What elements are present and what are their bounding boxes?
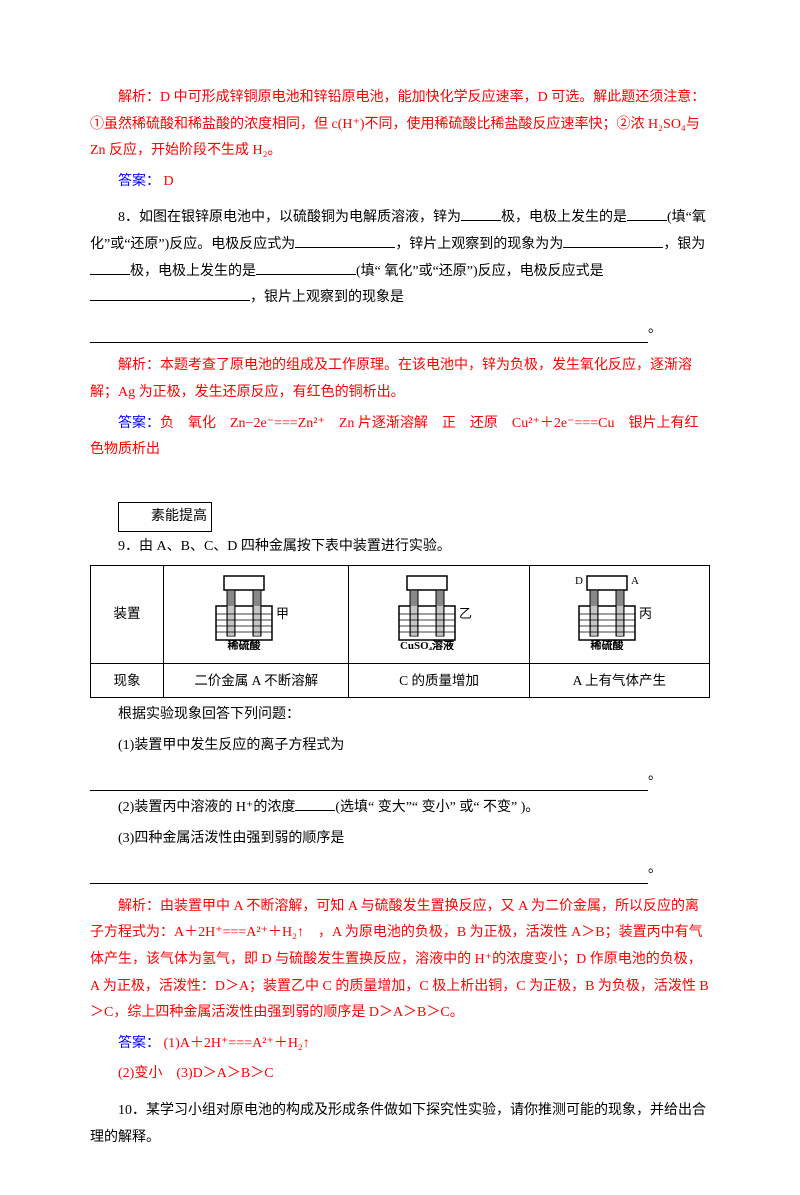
svg-text:稀硫酸: 稀硫酸 — [591, 638, 625, 650]
q8-number: 8． — [118, 210, 139, 225]
q9-number: 9． — [118, 539, 139, 554]
blank — [90, 286, 250, 301]
answer-value: 负 氧化 Zn−2e⁻===Zn²⁺ Zn 片逐渐溶解 正 还原 Cu²⁺＋2e… — [90, 416, 698, 458]
electrochem-device-icon: B C 乙 CuSO₄溶液 — [379, 570, 499, 650]
experiment-table: 装置 A B 甲 — [90, 565, 710, 698]
blank — [295, 796, 335, 811]
blank — [563, 233, 663, 248]
phenomenon-3: A 上有气体产生 — [529, 663, 709, 698]
q7-analysis: 解析：D 中可形成锌铜原电池和锌铅原电池，能加快化学反应速率，D 可选。解此题还… — [90, 85, 710, 165]
answer-value: (1)A＋2H⁺===A²⁺＋H₂↑ — [160, 1036, 310, 1051]
blank — [90, 260, 130, 275]
q8-blank-line: 。 — [90, 316, 710, 344]
q8-text: ，银片上观察到的现象是 — [250, 290, 404, 305]
svg-text:稀硫酸: 稀硫酸 — [228, 638, 262, 650]
q9-sub1: (1)装置甲中发生反应的离子方程式为 — [90, 733, 710, 760]
q9-stem: 9．由 A、B、C、D 四种金属按下表中装置进行实验。 — [90, 534, 710, 561]
q8-text: ，锌片上观察到的现象为 — [395, 237, 549, 252]
svg-text:D: D — [575, 575, 583, 587]
svg-text:A: A — [631, 575, 639, 587]
phenomenon-2: C 的质量增加 — [349, 663, 529, 698]
device-cell-1: A B 甲 稀硫酸 — [164, 565, 349, 663]
q9-blank-line: 。 — [90, 856, 710, 884]
q8-text: 极，电极上发生的是 — [130, 264, 256, 279]
svg-text:丙: 丙 — [639, 606, 652, 621]
q9-analysis: 解析：由装置甲中 A 不断溶解，可知 A 与硫酸发生置换反应，又 A 为二价金属… — [90, 894, 710, 1027]
q9-blank-line: 。 — [90, 763, 710, 791]
blank — [461, 206, 501, 221]
answer-label: 答案： — [118, 416, 160, 431]
q7-answer: 答案： D — [90, 169, 710, 196]
q9-sub2-text: (选填“ 变大”“ 变小” 或“ 不变” )。 — [335, 800, 539, 815]
answer-label: 答案： — [118, 174, 160, 189]
q8-stem: 8．如图在银锌原电池中，以硫酸铜为电解质溶液，锌为极，电极上发生的是(填“氧化”… — [90, 205, 710, 311]
q9-sub2-text: (2)装置丙中溶液的 H⁺的浓度 — [118, 800, 295, 815]
answer-label: 答案： — [118, 1036, 160, 1051]
q10-number: 10． — [118, 1103, 146, 1118]
q8-text: (填“ 氧化”或“还原”)反应，电极反应式是 — [356, 264, 604, 279]
q9-answer-2: (2)变小 (3)D＞A＞B＞C — [90, 1061, 710, 1088]
svg-text:甲: 甲 — [276, 606, 289, 621]
row-label: 装置 — [91, 565, 164, 663]
q8-text: 为 — [549, 237, 563, 252]
q8-text: ，银为 — [663, 237, 705, 252]
q9-sub2: (2)装置丙中溶液的 H⁺的浓度 (选填“ 变大”“ 变小” 或“ 不变” )。 — [90, 795, 710, 822]
device-cell-3: D A 丙 稀硫酸 — [529, 565, 709, 663]
blank — [627, 206, 667, 221]
q8-analysis: 解析：本题考查了原电池的组成及工作原理。在该电池中，锌为负极，发生氧化反应，逐渐… — [90, 353, 710, 406]
electrochem-device-icon: D A 丙 稀硫酸 — [559, 570, 679, 650]
svg-text:乙: 乙 — [459, 606, 472, 621]
table-row: 装置 A B 甲 — [91, 565, 710, 663]
device-cell-2: B C 乙 CuSO₄溶液 — [349, 565, 529, 663]
q10-text: 某学习小组对原电池的构成及形成条件做如下探究性实验，请你推测可能的现象，并给出合… — [90, 1103, 706, 1145]
section-title: 素能提高 — [118, 502, 212, 533]
phenomenon-1: 二价金属 A 不断溶解 — [164, 663, 349, 698]
table-row: 现象 二价金属 A 不断溶解 C 的质量增加 A 上有气体产生 — [91, 663, 710, 698]
blank — [256, 260, 356, 275]
section-title-box: 素能提高 — [90, 488, 710, 535]
svg-text:CuSO₄溶液: CuSO₄溶液 — [400, 638, 455, 650]
row-label: 现象 — [91, 663, 164, 698]
q9-after: 根据实验现象回答下列问题： — [90, 702, 710, 729]
q8-text: 如图在银锌原电池中，以硫酸铜为电解质溶液，锌为 — [139, 210, 461, 225]
electrochem-device-icon: A B 甲 稀硫酸 — [196, 570, 316, 650]
q8-text: 极，电极上发生的是 — [501, 210, 627, 225]
blank — [295, 233, 395, 248]
answer-value: D — [164, 174, 174, 189]
q8-answer: 答案：负 氧化 Zn−2e⁻===Zn²⁺ Zn 片逐渐溶解 正 还原 Cu²⁺… — [90, 411, 710, 464]
q9-text: 由 A、B、C、D 四种金属按下表中装置进行实验。 — [139, 539, 451, 554]
page: 解析：D 中可形成锌铜原电池和锌铅原电池，能加快化学反应速率，D 可选。解此题还… — [0, 0, 800, 1195]
q10-stem: 10．某学习小组对原电池的构成及形成条件做如下探究性实验，请你推测可能的现象，并… — [90, 1098, 710, 1151]
q9-sub3: (3)四种金属活泼性由强到弱的顺序是 — [90, 826, 710, 853]
q9-answer-1: 答案： (1)A＋2H⁺===A²⁺＋H₂↑ — [90, 1031, 710, 1058]
